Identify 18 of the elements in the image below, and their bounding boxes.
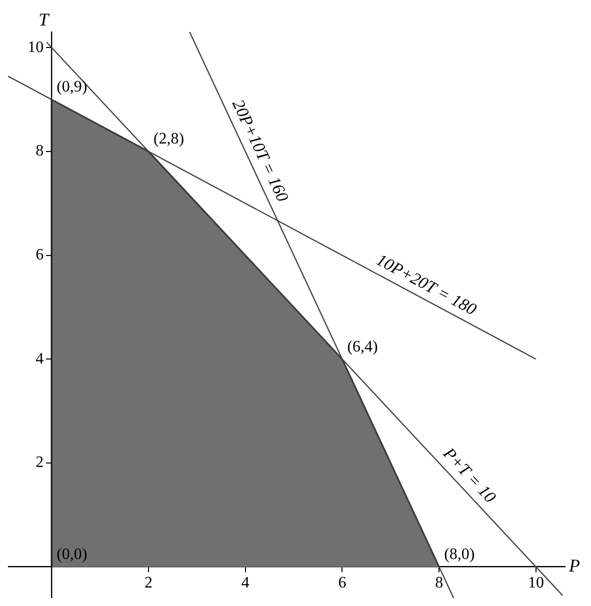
annotation: (0,0) (56, 546, 88, 564)
x-tick-label: 8 (435, 574, 444, 592)
x-tick-label: 2 (144, 574, 152, 592)
x-axis-title: P (568, 556, 580, 576)
y-tick-label: 10 (28, 38, 44, 56)
y-tick-label: 4 (36, 350, 44, 368)
x-tick-label: 4 (241, 574, 250, 592)
y-tick-label: 8 (36, 142, 44, 160)
text: P+T = 10 (438, 443, 500, 507)
annotation: (0,9) (56, 78, 88, 96)
y-axis-title: T (38, 10, 51, 30)
annotation: (8,0) (444, 546, 475, 564)
y-tick-label: 2 (36, 454, 44, 472)
x-tick-label: 6 (338, 574, 346, 592)
annotation: (2,8) (153, 130, 184, 148)
annotation: (6,4) (347, 338, 378, 356)
x-tick-label: 10 (528, 574, 544, 592)
y-tick-label: 6 (36, 246, 44, 264)
